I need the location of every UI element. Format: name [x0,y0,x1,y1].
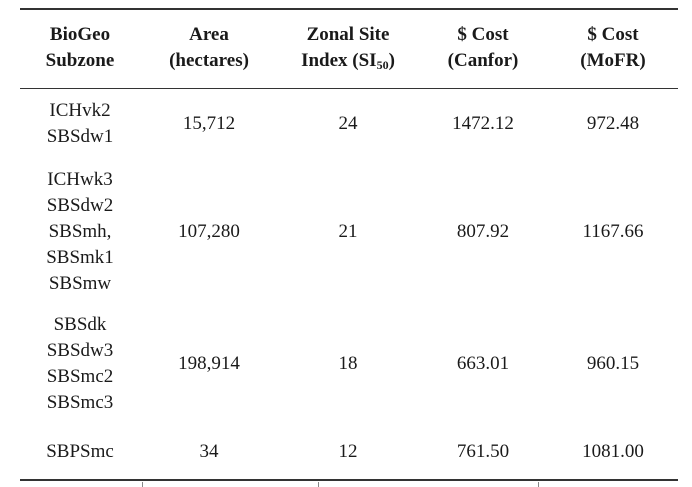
header-subscript: 50 [376,58,389,72]
header-text-prefix: Index (SI [301,50,377,71]
column-divider-tick [538,482,539,487]
subzone-name: SBSdk [53,314,107,335]
subzone-name: ICHwk3 [47,168,113,190]
cell-cost-mofr: 960.15 [586,353,640,374]
table-row: SBSdk SBSdw3 SBSmc2 SBSmc3 198,914 18 66… [20,304,678,424]
table-row: ICHvk2 SBSdw1 15,712 24 1472.12 972.48 [20,89,678,160]
table-body: ICHvk2 SBSdw1 15,712 24 1472.12 972.48 I… [20,89,678,480]
cell-cost-canfor: 761.50 [456,440,510,462]
cell-cost-canfor: 663.01 [456,353,510,374]
data-table-container: BioGeo Subzone Area (hectares) Zonal Sit… [20,8,678,487]
subzone-name: SBSmc3 [46,392,114,413]
header-text: Subzone [45,50,115,71]
header-text: $ Cost [457,24,509,45]
subzone-name: SBSmw [48,272,112,294]
cell-cost-canfor: 807.92 [456,220,510,242]
cell-subzones: SBSdk SBSdw3 SBSmc2 SBSmc3 [20,304,140,424]
cell-area: 198,914 [178,353,240,374]
table-row: SBPSmc 34 12 761.50 1081.00 [20,424,678,480]
header-biogeo-subzone: BioGeo Subzone [20,9,140,89]
cell-cost-mofr: 1081.00 [582,440,644,462]
subzone-name: SBSmk1 [46,246,114,268]
header-row: BioGeo Subzone Area (hectares) Zonal Sit… [20,9,678,89]
header-text-suffix: ) [388,50,395,71]
subzone-name: SBSmc2 [46,366,114,387]
header-text: (Canfor) [447,50,519,71]
cell-site-index: 12 [338,440,358,462]
cell-site-index: 24 [338,113,358,134]
header-text: Zonal Site [306,24,390,45]
table-row: ICHwk3 SBSdw2 SBSmh, SBSmk1 SBSmw 107,28… [20,159,678,304]
header-text: (MoFR) [580,50,646,71]
cell-subzones: SBPSmc [20,424,140,480]
column-divider-tick [142,482,143,487]
header-text: BioGeo [49,24,111,45]
cell-site-index: 21 [338,220,358,242]
cell-area: 107,280 [178,220,240,242]
subzone-name: ICHvk2 [49,100,111,121]
cell-site-index: 18 [338,353,358,374]
header-cost-mofr: $ Cost (MoFR) [548,9,678,89]
cell-area: 34 [199,440,219,462]
header-text: $ Cost [587,24,639,45]
subzone-name: SBSdw3 [46,340,114,361]
cell-subzones: ICHvk2 SBSdw1 [20,89,140,160]
subzone-name: SBSmh, [48,220,112,242]
header-zonal-site-index: Zonal Site Index (SI50) [278,9,418,89]
header-text: (hectares) [169,50,249,71]
cell-cost-mofr: 972.48 [586,113,640,134]
header-text: Area [189,24,229,45]
header-text: Index (SI50) [282,48,414,74]
cell-cost-canfor: 1472.12 [452,113,514,134]
cell-subzones: ICHwk3 SBSdw2 SBSmh, SBSmk1 SBSmw [20,159,140,304]
cell-cost-mofr: 1167.66 [582,220,644,242]
subzone-name: SBSdw1 [46,126,114,147]
table-header: BioGeo Subzone Area (hectares) Zonal Sit… [20,9,678,89]
biogeo-cost-table: BioGeo Subzone Area (hectares) Zonal Sit… [20,8,678,481]
cell-area: 15,712 [182,113,236,134]
header-area: Area (hectares) [140,9,278,89]
header-cost-canfor: $ Cost (Canfor) [418,9,548,89]
column-divider-tick [318,482,319,487]
subzone-name: SBPSmc [46,440,114,462]
subzone-name: SBSdw2 [46,194,114,216]
